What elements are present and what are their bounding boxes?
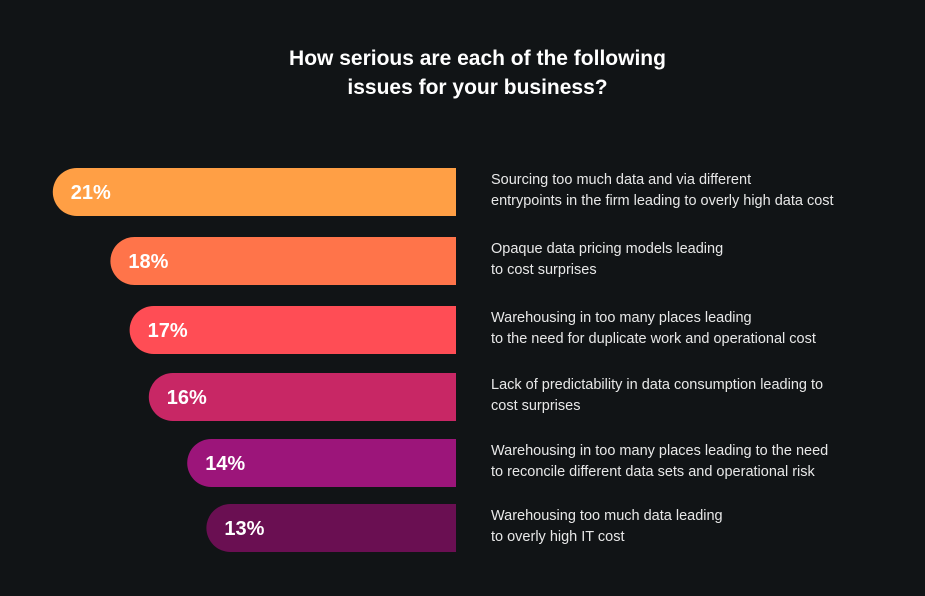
category-label-1: Sourcing too much data and via different… [491,170,911,212]
category-label-line: Sourcing too much data and via different [491,172,752,188]
bar-value-label-4: 16% [167,387,207,409]
category-label-4: Lack of predictability in data consumpti… [491,375,911,417]
category-label-line: Opaque data pricing models leading [491,241,724,257]
category-label-line: to overly high IT cost [491,529,625,545]
category-label-2: Opaque data pricing models leading to cos… [491,239,911,281]
bar-3 [129,306,456,354]
category-label-line: to cost surprises [491,262,597,278]
category-label-line: entrypoints in the firm leading to overl… [491,193,834,209]
chart-title-line-1: How serious are each of the following [289,47,666,70]
bar-5 [187,439,456,487]
category-label-3: Warehousing in too many places leading to… [491,308,911,350]
bar-value-label-6: 13% [224,518,264,540]
bar-2 [110,237,456,285]
bar-4 [148,373,457,421]
chart-title: How serious are each of the following is… [0,44,925,102]
category-label-line: to reconcile different data sets and ope… [491,464,815,480]
category-label-line: Lack of predictability in data consumpti… [491,377,824,393]
chart-title-line-2: issues for your business? [347,76,608,99]
bar-1 [52,168,456,216]
bar-6 [206,504,456,552]
category-label-line: Warehousing too much data leading [491,508,723,524]
category-label-line: Warehousing in too many places leading t… [491,443,829,459]
bar-value-label-3: 17% [148,320,188,342]
category-label-6: Warehousing too much data leading to over… [491,506,911,548]
bar-value-label-2: 18% [128,251,168,273]
category-label-line: Warehousing in too many places leading [491,310,752,326]
category-label-line: to the need for duplicate work and opera… [491,331,816,347]
bar-value-label-1: 21% [71,182,111,204]
bar-value-label-5: 14% [205,453,245,475]
category-label-5: Warehousing in too many places leading t… [491,441,911,483]
category-label-line: cost surprises [491,398,581,414]
